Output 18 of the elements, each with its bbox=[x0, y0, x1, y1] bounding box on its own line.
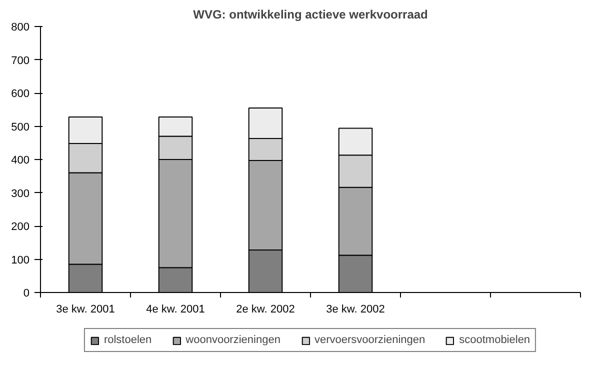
x-tick-label: 3e kw. 2001 bbox=[56, 304, 115, 316]
y-tick-label: 700 bbox=[11, 54, 30, 67]
y-tick-label: 200 bbox=[11, 221, 30, 233]
x-tick-label: 2e kw. 2002 bbox=[236, 304, 295, 316]
y-tick-label: 300 bbox=[11, 188, 30, 200]
chart-title: WVG: ontwikkeling actieve werkvoorraad bbox=[193, 8, 428, 22]
y-tick-label: 400 bbox=[11, 154, 30, 166]
legend-label: scootmobielen bbox=[459, 334, 530, 346]
legend-label: woonvoorzieningen bbox=[186, 334, 280, 346]
y-tick-label: 500 bbox=[11, 121, 30, 134]
y-tick-label: 800 bbox=[11, 22, 30, 34]
y-tick-label: 100 bbox=[11, 254, 30, 266]
x-tick-label: 4e kw. 2001 bbox=[146, 304, 205, 316]
x-tick-label: 3e kw. 2002 bbox=[326, 304, 385, 316]
y-tick-label: 0 bbox=[23, 288, 30, 300]
legend-label: vervoersvoorzieningen bbox=[314, 334, 426, 346]
legend-label: rolstoelen bbox=[104, 334, 152, 346]
y-tick-label: 600 bbox=[11, 88, 30, 100]
